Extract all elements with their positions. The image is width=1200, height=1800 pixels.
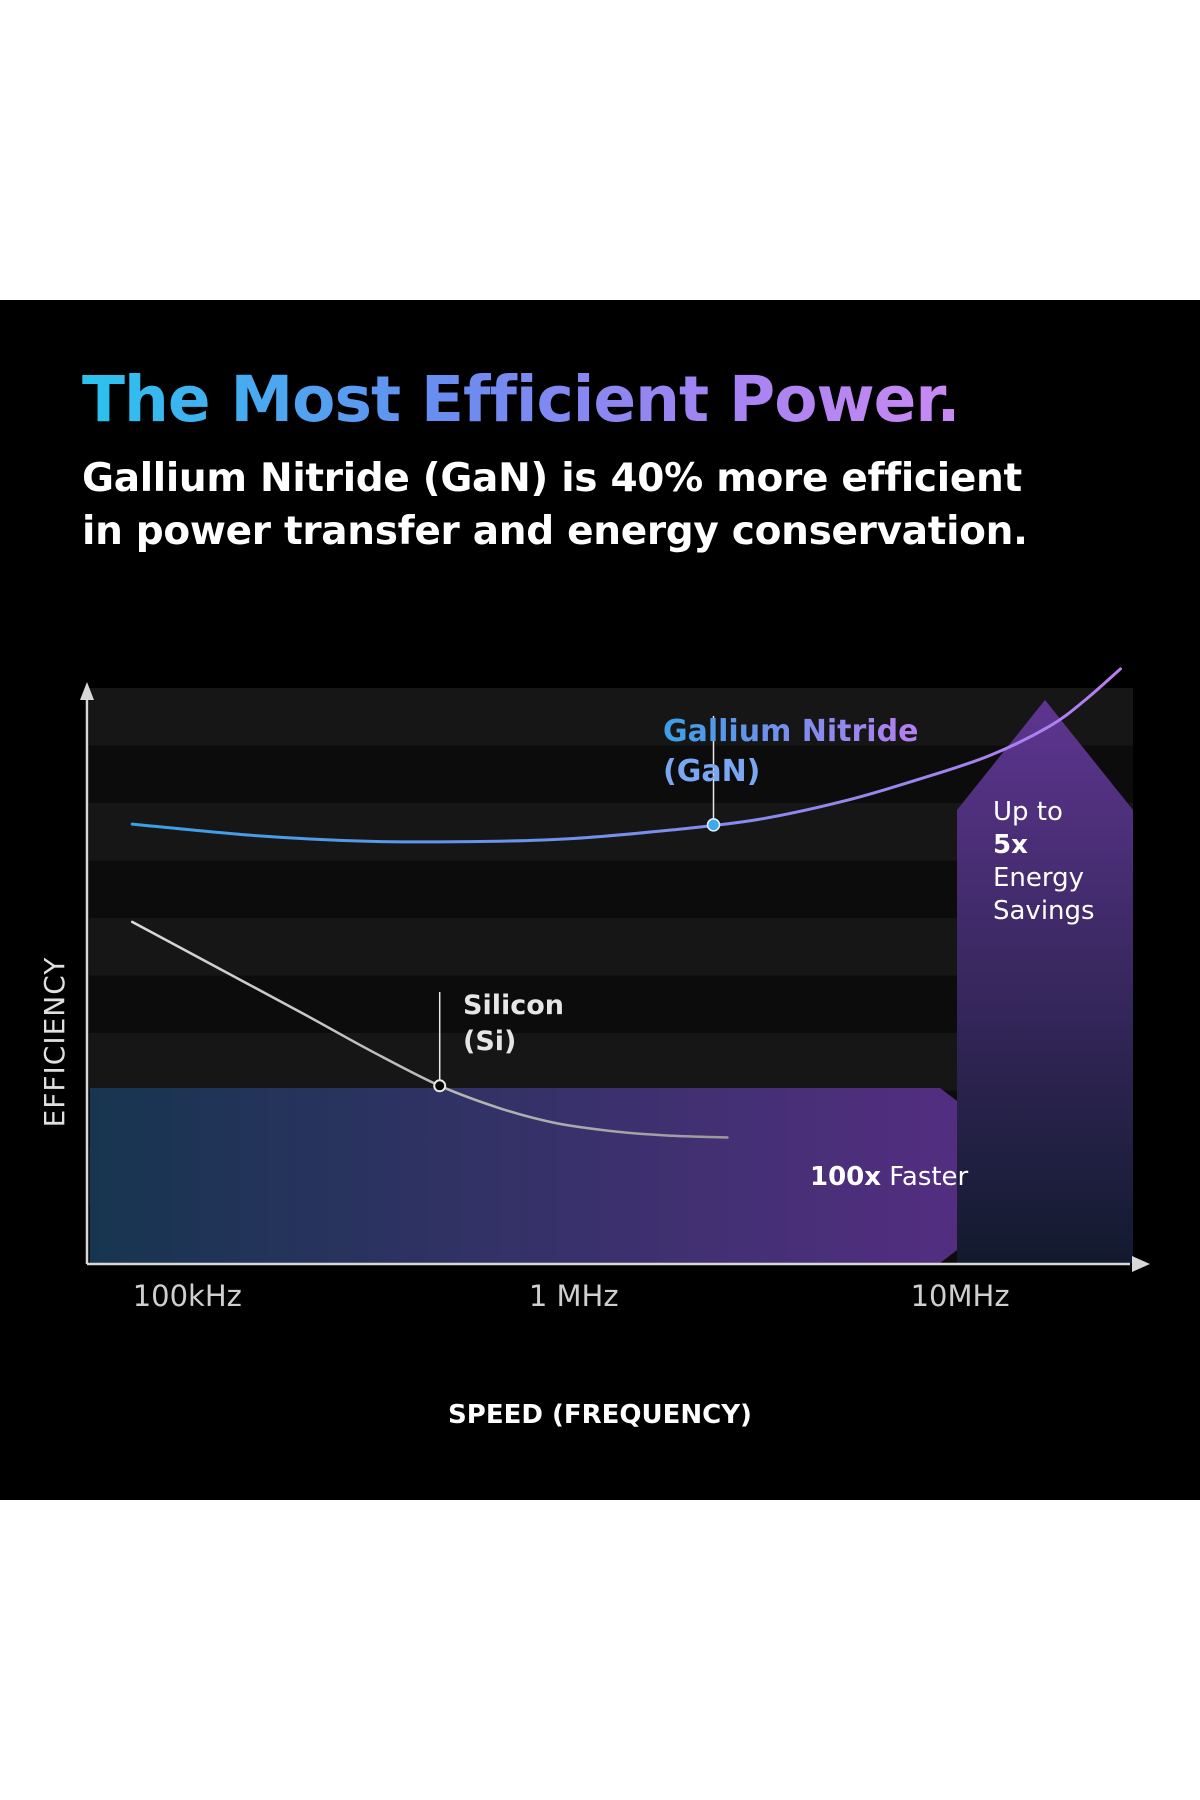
legend-label-silicon-line-2: (Si) bbox=[463, 1026, 516, 1057]
faster-annotation-bold: 100x bbox=[810, 1162, 881, 1192]
subtitle-line-2: in power transfer and energy conservatio… bbox=[82, 509, 1028, 554]
page-title: The Most Efficient Power. bbox=[82, 363, 960, 436]
series-line-gan bbox=[130, 667, 1122, 844]
x-tick-label: 100kHz bbox=[133, 1279, 242, 1313]
silicon-marker-point bbox=[433, 1079, 447, 1093]
savings-annotation-line-4: Savings bbox=[993, 896, 1095, 926]
savings-annotation-line-1: Up to bbox=[993, 797, 1063, 827]
faster-annotation: 100x Faster bbox=[810, 1162, 969, 1192]
faster-arrow bbox=[90, 1088, 1055, 1263]
subtitle-line-1: Gallium Nitride (GaN) is 40% more effici… bbox=[82, 456, 1022, 501]
grid-band bbox=[89, 745, 1133, 803]
legend-label-gan-line-2: (GaN) bbox=[663, 754, 760, 789]
savings-annotation-line-3: Energy bbox=[993, 863, 1084, 893]
faster-annotation-text: Faster bbox=[881, 1162, 969, 1192]
x-tick-label: 1 MHz bbox=[529, 1279, 619, 1313]
energy-savings-arrow bbox=[957, 700, 1133, 1263]
gan-marker-point bbox=[706, 818, 721, 832]
x-tick-labels: 100kHz 1 MHz 10MHz bbox=[133, 1279, 1010, 1313]
y-axis-label: EFFICIENCY bbox=[38, 957, 71, 1128]
subtitle: Gallium Nitride (GaN) is 40% more effici… bbox=[82, 452, 1122, 558]
grid-band bbox=[89, 688, 1133, 746]
legend-label-silicon-line-1: Silicon bbox=[463, 990, 564, 1021]
y-axis-arrowhead bbox=[80, 682, 94, 700]
x-axis-label: SPEED (FREQUENCY) bbox=[448, 1400, 752, 1430]
savings-annotation-line-2: 5x bbox=[993, 830, 1028, 860]
x-axis-arrowhead bbox=[1132, 1256, 1150, 1272]
legend-label-gan-line-1: Gallium Nitride bbox=[663, 714, 918, 749]
series-line-silicon bbox=[130, 920, 729, 1139]
x-tick-label: 10MHz bbox=[911, 1279, 1010, 1313]
